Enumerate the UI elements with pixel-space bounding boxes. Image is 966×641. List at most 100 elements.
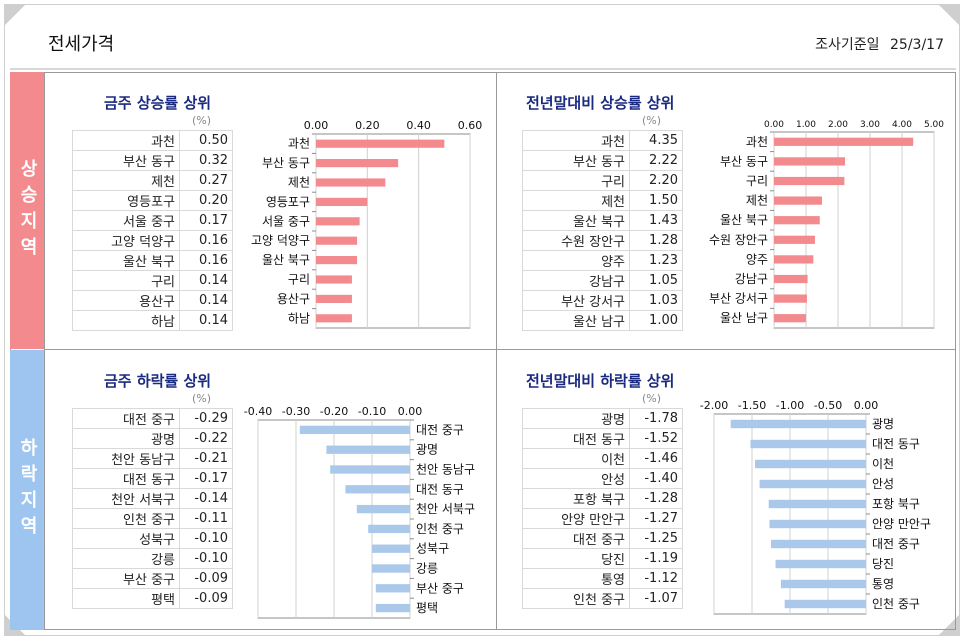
survey-label: 조사기준일 xyxy=(815,37,880,53)
category-label: 부산 동구 xyxy=(262,156,310,170)
bar xyxy=(774,255,814,264)
region-value: -1.78 xyxy=(629,408,683,429)
tick-label: -0.40 xyxy=(244,405,272,418)
category-label: 안양 만안구 xyxy=(872,517,931,531)
region-name: 부산 동구 xyxy=(522,150,630,171)
bar xyxy=(774,176,845,186)
region-value: 1.05 xyxy=(629,270,683,291)
bar xyxy=(769,519,866,529)
table-row: 강남구 1.05 xyxy=(522,270,683,291)
region-value: 1.00 xyxy=(629,310,683,331)
category-label: 울산 북구 xyxy=(720,213,768,227)
table-row: 당진 -1.19 xyxy=(522,548,683,569)
section-label-fall: 하락지역 xyxy=(10,350,44,630)
category-label: 제천 xyxy=(288,175,310,190)
category-label: 인천 중구 xyxy=(872,596,920,611)
region-value: -0.14 xyxy=(179,488,233,509)
category-label: 성북구 xyxy=(416,542,449,556)
table-row: 서울 중구 0.17 xyxy=(72,210,233,231)
bar xyxy=(316,236,358,245)
table-row: 양주 1.23 xyxy=(522,250,683,271)
region-name: 평택 xyxy=(72,588,180,609)
bar xyxy=(774,235,815,244)
tick-label: 3.00 xyxy=(860,120,880,130)
category-label: 용산구 xyxy=(277,292,310,306)
category-label: 당진 xyxy=(872,557,894,571)
category-label: 광명 xyxy=(872,417,894,431)
region-name: 고양 덕양구 xyxy=(72,230,180,251)
corner-decoration xyxy=(938,4,960,26)
table-row: 과천 0.50 xyxy=(72,130,233,151)
category-label: 과천 xyxy=(746,134,768,149)
region-name: 대전 중구 xyxy=(72,408,180,429)
region-name: 인천 중구 xyxy=(522,588,630,609)
chart-panel-weekly-rise: 금주 상승률 상위 (%) 과천 0.50 부산 동구 0.32 제천 0.27 영등포구 0.2… xyxy=(50,72,490,348)
table-row: 안성 -1.40 xyxy=(522,468,683,489)
region-value: -0.10 xyxy=(179,528,233,549)
table-row: 울산 북구 0.16 xyxy=(72,250,233,271)
bar xyxy=(774,314,806,323)
region-name: 강릉 xyxy=(72,548,180,569)
region-name: 대전 중구 xyxy=(522,528,630,549)
region-value: 1.50 xyxy=(629,190,683,211)
table-row: 대전 동구 -0.17 xyxy=(72,468,233,489)
tick-label: -1.00 xyxy=(776,399,804,412)
table-row: 과천 4.35 xyxy=(522,130,683,151)
bar xyxy=(316,256,358,265)
region-value: -1.40 xyxy=(629,468,683,489)
survey-date: 조사기준일 25/3/17 xyxy=(809,34,944,54)
table-row: 울산 남구 1.00 xyxy=(522,310,683,331)
region-value: -1.46 xyxy=(629,448,683,469)
page-title: 전세가격 xyxy=(48,34,115,55)
bar xyxy=(774,216,820,225)
grid-divider xyxy=(496,72,497,630)
region-value: -0.09 xyxy=(179,568,233,589)
category-label: 천안 서북구 xyxy=(416,501,475,516)
region-value: 0.16 xyxy=(179,230,233,251)
table-row: 대전 중구 -1.25 xyxy=(522,528,683,549)
category-label: 구리 xyxy=(288,273,310,287)
category-label: 광명 xyxy=(416,443,438,457)
region-name: 용산구 xyxy=(72,290,180,311)
bar xyxy=(372,544,410,553)
region-value: -1.19 xyxy=(629,548,683,569)
unit-label: (%) xyxy=(642,392,662,405)
bar xyxy=(784,599,866,609)
table-row: 성북구 -0.10 xyxy=(72,528,233,549)
value-table: 대전 중구 -0.29 광명 -0.22 천안 동남구 -0.21 대전 동구 -0.17 천안… xyxy=(72,408,233,609)
category-label: 구리 xyxy=(746,174,768,188)
bar xyxy=(316,139,445,148)
region-value: -0.22 xyxy=(179,428,233,449)
region-value: -0.29 xyxy=(179,408,233,429)
bar xyxy=(759,479,866,489)
region-name: 구리 xyxy=(522,170,630,191)
tick-label: 2.00 xyxy=(828,120,848,130)
region-name: 안성 xyxy=(522,468,630,489)
category-label: 강릉 xyxy=(416,562,438,576)
table-row: 수원 장안구 1.28 xyxy=(522,230,683,251)
region-value: 0.14 xyxy=(179,310,233,331)
region-name: 인천 중구 xyxy=(72,508,180,529)
region-value: -1.12 xyxy=(629,568,683,589)
region-name: 울산 남구 xyxy=(522,310,630,331)
region-name: 부산 중구 xyxy=(72,568,180,589)
table-row: 부산 중구 -0.09 xyxy=(72,568,233,589)
region-value: 0.14 xyxy=(179,270,233,291)
region-value: -0.21 xyxy=(179,448,233,469)
region-name: 통영 xyxy=(522,568,630,589)
category-label: 이천 xyxy=(872,456,894,471)
corner-decoration xyxy=(4,4,26,26)
region-name: 광명 xyxy=(72,428,180,449)
region-value: -1.52 xyxy=(629,428,683,449)
category-label: 대전 중구 xyxy=(872,537,920,551)
value-table: 광명 -1.78 대전 동구 -1.52 이천 -1.46 안성 -1.40 포항 북구 -1.2… xyxy=(522,408,683,609)
table-row: 안양 만안구 -1.27 xyxy=(522,508,683,529)
bar xyxy=(774,157,846,166)
table-row: 광명 -0.22 xyxy=(72,428,233,449)
region-value: -0.11 xyxy=(179,508,233,529)
grid-divider xyxy=(44,349,956,350)
table-row: 천안 서북구 -0.14 xyxy=(72,488,233,509)
tick-label: 0.40 xyxy=(406,119,431,132)
